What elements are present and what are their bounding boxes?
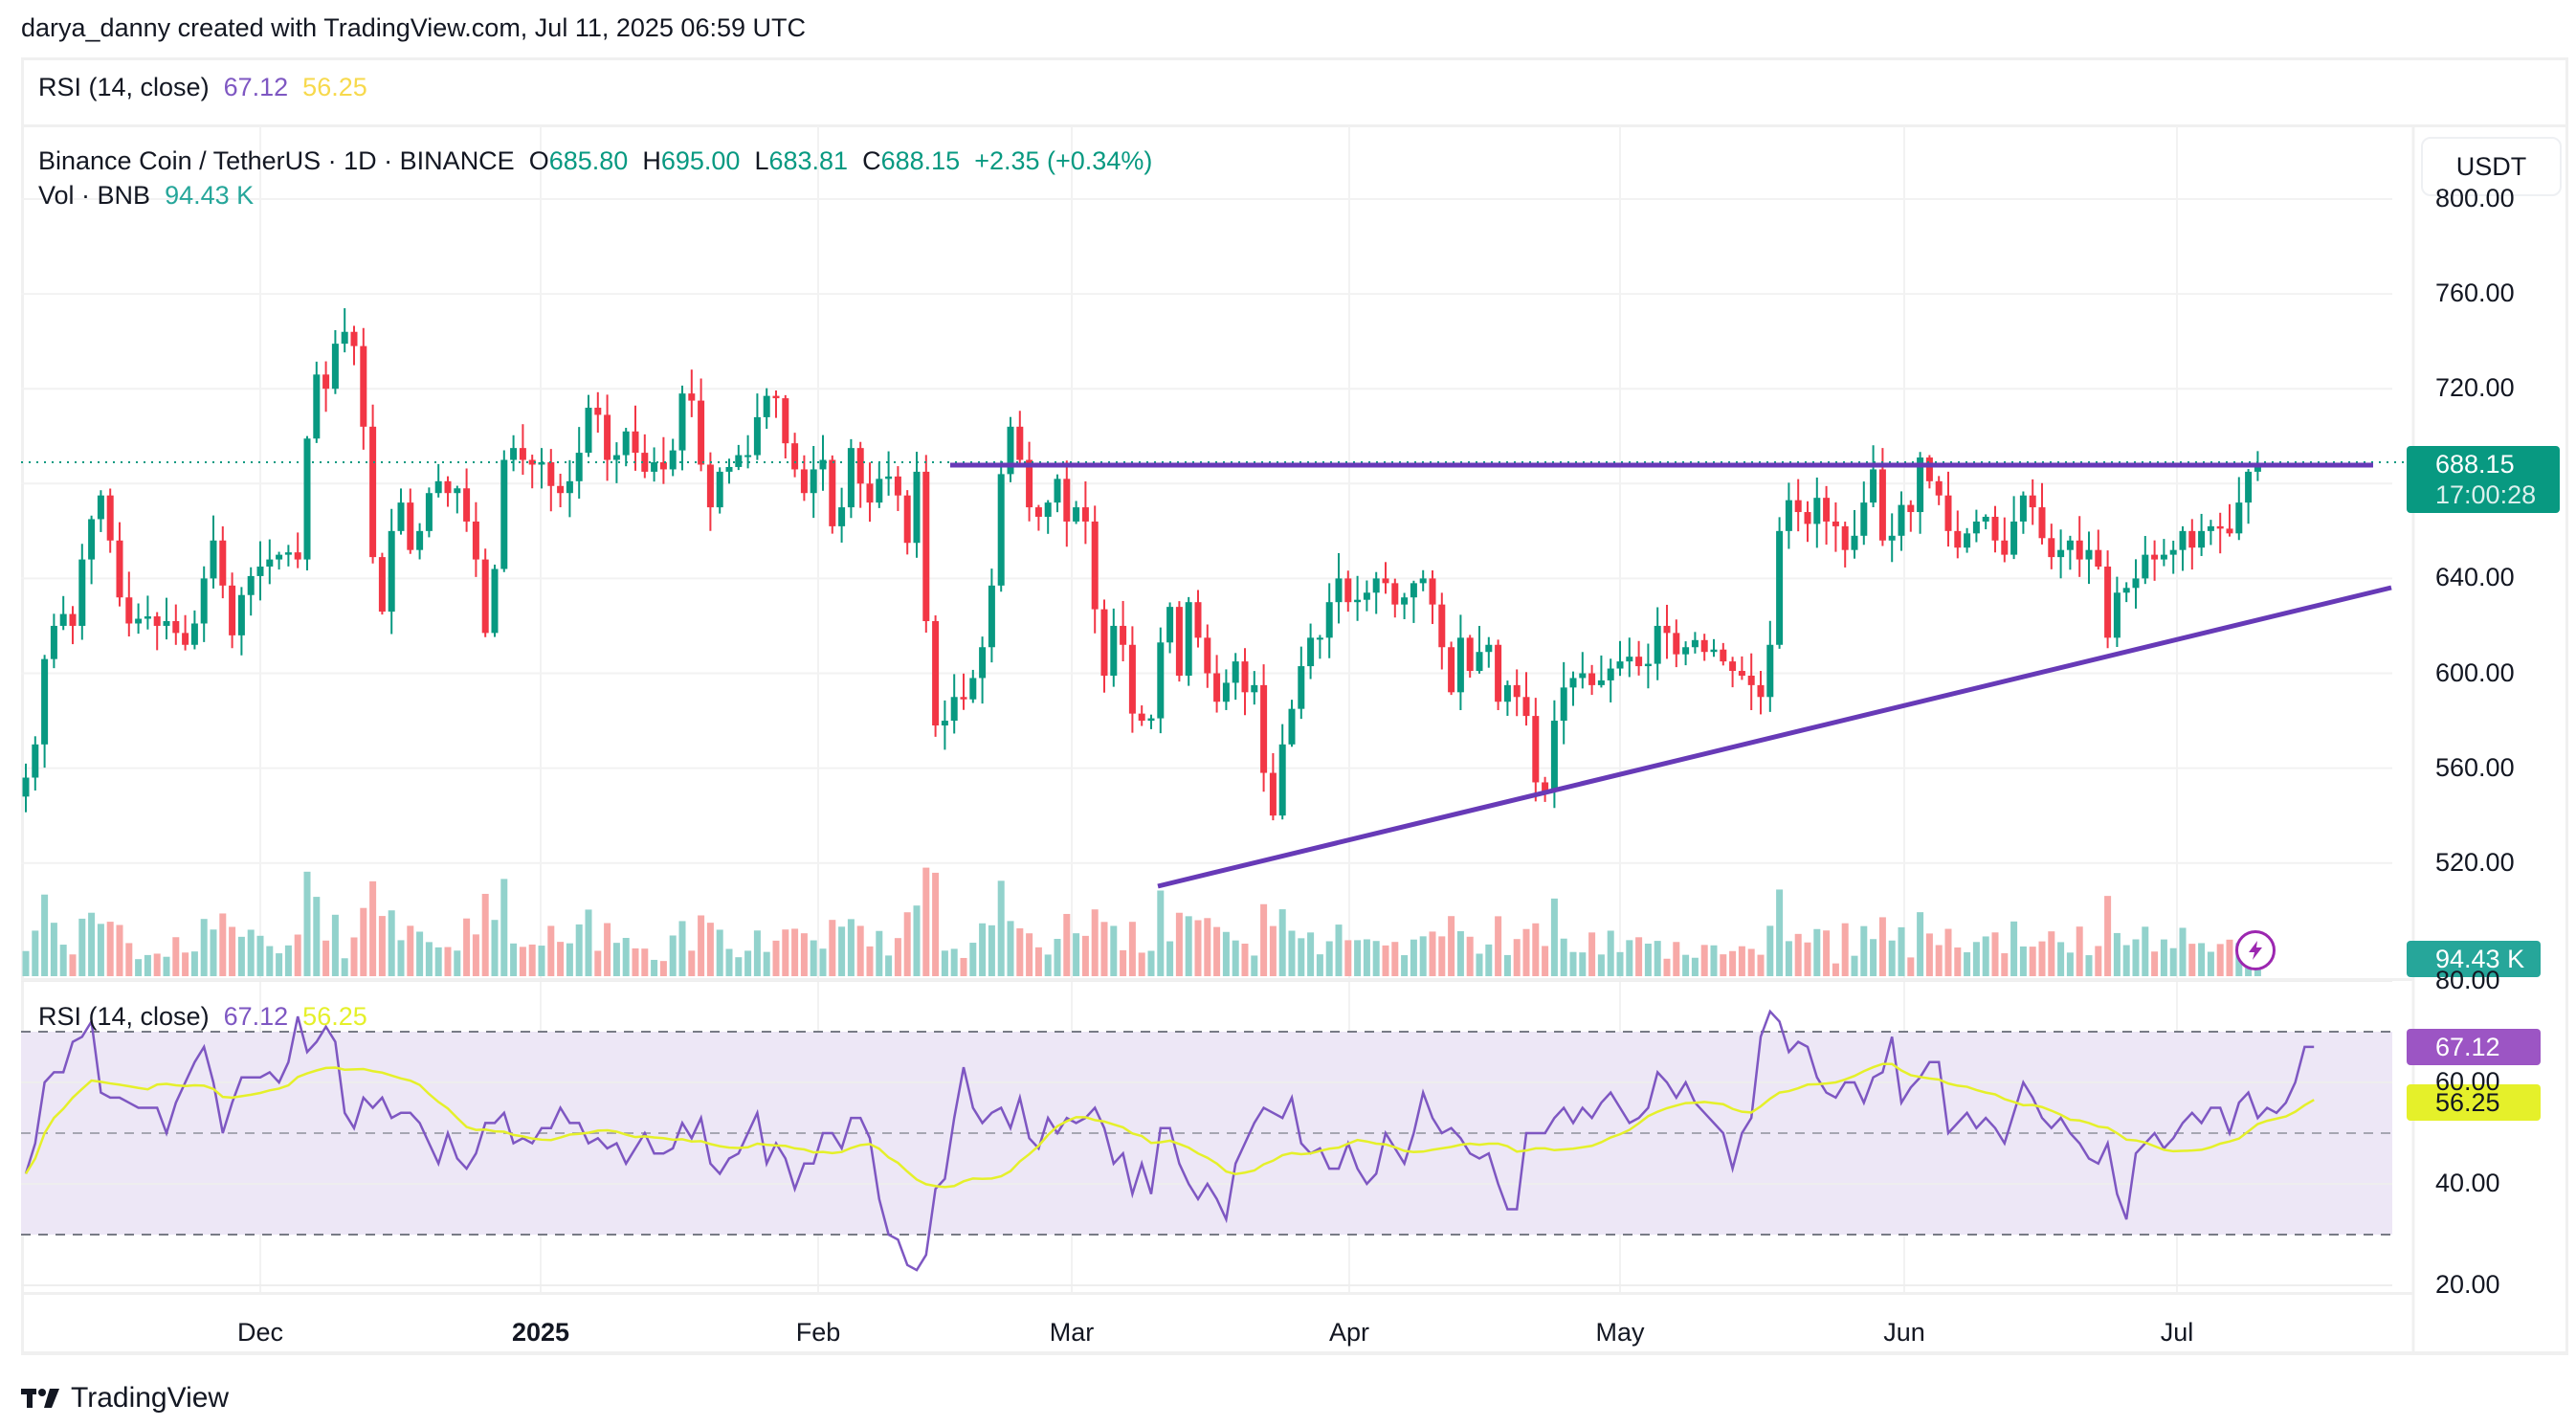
rsi-value-tag: 67.12 (2407, 1029, 2541, 1065)
volume-label: Vol · BNB (38, 181, 151, 210)
change-value: +2.35 (+0.34%) (974, 146, 1153, 175)
symbol-legend[interactable]: Binance Coin / TetherUS · 1D · BINANCE O… (38, 146, 1152, 176)
lightning-icon (2249, 941, 2262, 960)
high-label: H (642, 146, 661, 175)
last-price-value: 688.15 (2435, 450, 2515, 479)
rsi-pane-ma-value: 56.25 (302, 1002, 367, 1031)
footer-brand[interactable]: TradingView (21, 1382, 229, 1415)
top-rsi-label: RSI (14, close) (38, 73, 210, 101)
top-rsi-value: 67.12 (223, 73, 289, 101)
time-axis-label: Feb (795, 1318, 841, 1347)
footer-brand-text: TradingView (71, 1382, 230, 1414)
price-axis-label: 560.00 (2435, 752, 2515, 782)
time-axis-label: 2025 (511, 1318, 570, 1347)
rsi-axis-label: 60.00 (2435, 1067, 2500, 1096)
time-axis-label: Apr (1328, 1318, 1370, 1347)
rsi-pane-value: 67.12 (223, 1002, 289, 1031)
last-price-tag: 688.15 17:00:28 (2407, 446, 2560, 513)
rsi-axis-label: 20.00 (2435, 1270, 2500, 1299)
low-label: L (754, 146, 769, 175)
volume-value: 94.43 K (165, 181, 255, 210)
time-axis-label: May (1595, 1318, 1645, 1347)
currency-selector-button[interactable]: USDT (2421, 137, 2562, 196)
open-label: O (528, 146, 549, 175)
symbol-title[interactable]: Binance Coin / TetherUS · 1D · BINANCE (38, 146, 515, 175)
price-axis-label: 520.00 (2435, 847, 2515, 877)
price-axis-label: 720.00 (2435, 373, 2515, 403)
chart-credit: darya_danny created with TradingView.com… (21, 13, 806, 42)
price-axis-label: 600.00 (2435, 657, 2515, 687)
lightning-alert-button[interactable] (2235, 930, 2276, 970)
low-value: 683.81 (768, 146, 849, 175)
high-value: 695.00 (660, 146, 741, 175)
time-axis-label: Mar (1049, 1318, 1095, 1347)
time-axis-separator (21, 1292, 2413, 1295)
rsi-axis-label: 80.00 (2435, 966, 2500, 994)
pane-separator[interactable] (21, 978, 2413, 981)
price-axis-label: 760.00 (2435, 279, 2515, 308)
close-label: C (862, 146, 881, 175)
tradingview-logo-icon (21, 1389, 59, 1408)
rsi-pane-legend[interactable]: RSI (14, close) 67.12 56.25 (38, 1002, 367, 1032)
volume-legend[interactable]: Vol · BNB 94.43 K (38, 181, 254, 211)
open-value: 685.80 (548, 146, 629, 175)
time-axis-label: Jul (2160, 1318, 2194, 1347)
top-rsi-legend: RSI (14, close) 67.12 56.25 (38, 73, 367, 102)
close-value: 688.15 (880, 146, 961, 175)
volume-tag: 94.43 K (2407, 941, 2541, 977)
price-axis-label: 640.00 (2435, 563, 2515, 592)
bar-countdown: 17:00:28 (2435, 480, 2537, 509)
time-axis-label: Dec (236, 1318, 284, 1347)
price-axis-label: 800.00 (2435, 184, 2515, 212)
rsi-pane-label: RSI (14, close) (38, 1002, 210, 1031)
rsi-ma-value-tag: 56.25 (2407, 1084, 2541, 1121)
legend-separator (21, 124, 2568, 127)
time-axis-label: Jun (1883, 1318, 1925, 1347)
frame-bottom (21, 1352, 2568, 1355)
top-rsi-ma-value: 56.25 (302, 73, 367, 101)
rsi-axis-label: 40.00 (2435, 1169, 2500, 1197)
